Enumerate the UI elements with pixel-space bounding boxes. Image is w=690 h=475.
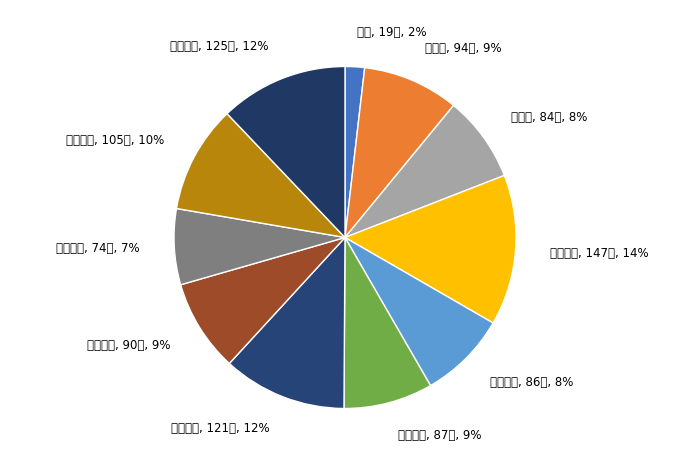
Wedge shape <box>345 238 493 386</box>
Wedge shape <box>177 114 345 238</box>
Text: ４０歳～, 121人, 12%: ４０歳～, 121人, 12% <box>171 422 270 435</box>
Text: ５歳～, 84人, 8%: ５歳～, 84人, 8% <box>511 111 587 124</box>
Wedge shape <box>345 175 516 323</box>
Wedge shape <box>344 238 431 408</box>
Text: ２０歳～, 86人, 8%: ２０歳～, 86人, 8% <box>490 376 573 389</box>
Text: １０歳～, 147人, 14%: １０歳～, 147人, 14% <box>550 247 648 260</box>
Wedge shape <box>345 66 365 238</box>
Text: ５０歳～, 90人, 9%: ５０歳～, 90人, 9% <box>87 339 170 352</box>
Text: ０歳, 19人, 2%: ０歳, 19人, 2% <box>357 26 426 39</box>
Text: １歳～, 94人, 9%: １歳～, 94人, 9% <box>425 42 502 55</box>
Wedge shape <box>345 67 453 237</box>
Text: ８０歳～, 125人, 12%: ８０歳～, 125人, 12% <box>170 40 269 54</box>
Wedge shape <box>227 66 345 238</box>
Text: ７０歳～, 105人, 10%: ７０歳～, 105人, 10% <box>66 134 164 147</box>
Text: ３０歳～, 87人, 9%: ３０歳～, 87人, 9% <box>397 429 481 442</box>
Wedge shape <box>174 209 345 285</box>
Wedge shape <box>229 238 345 408</box>
Wedge shape <box>345 105 504 238</box>
Wedge shape <box>181 238 345 363</box>
Text: ６０歳～, 74人, 7%: ６０歳～, 74人, 7% <box>57 242 140 255</box>
